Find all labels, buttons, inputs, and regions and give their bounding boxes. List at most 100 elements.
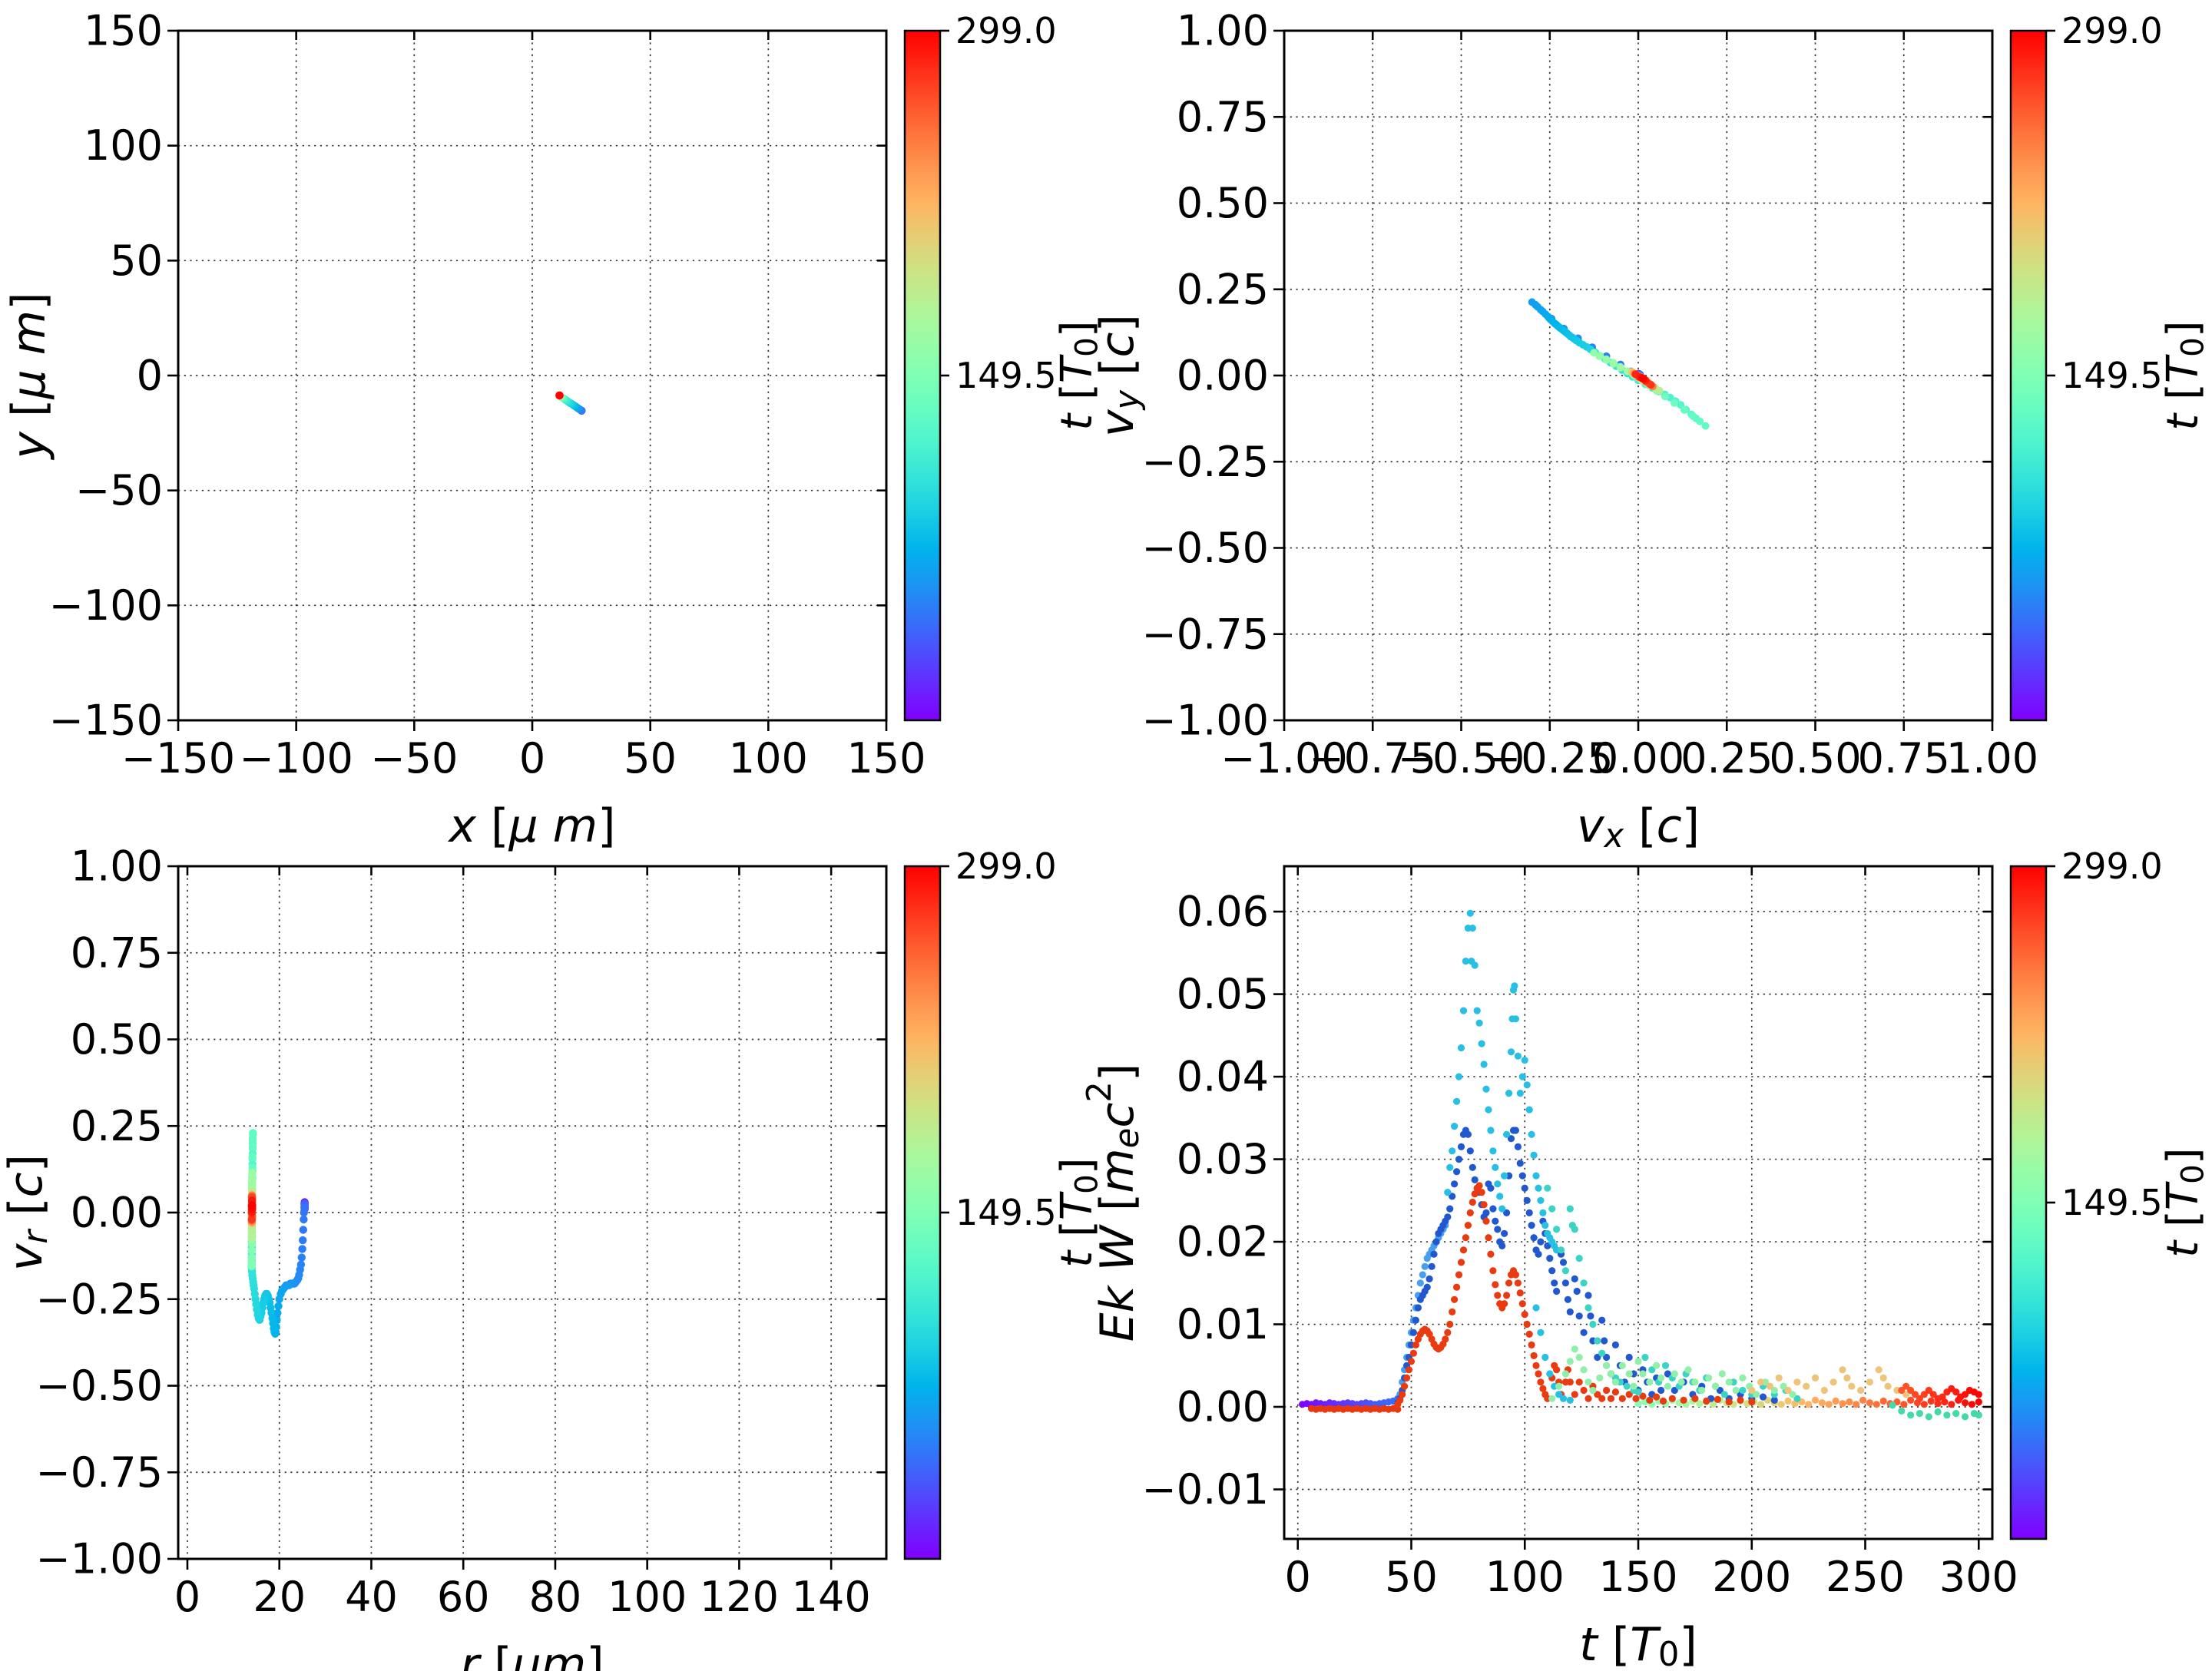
series-cyan-series — [1444, 909, 1574, 1404]
x-tick-labels-rvr: 0 20 40 60 80 100 120 140 — [174, 1573, 871, 1621]
tick-marks-vxvy — [1273, 29, 1994, 731]
series-end-red-wave — [1898, 1382, 1982, 1402]
svg-text:0.75: 0.75 — [71, 928, 163, 977]
svg-text:−1.00: −1.00 — [36, 1535, 163, 1583]
svg-text:140: 140 — [792, 1573, 871, 1621]
svg-text:0: 0 — [1285, 1553, 1311, 1601]
y-tick-labels-ekw: −0.01 0.00 0.01 0.02 0.03 0.04 0.05 0.06 — [1142, 888, 1269, 1514]
svg-text:0.02: 0.02 — [1177, 1218, 1269, 1266]
plot-frame-ekw — [1283, 865, 1994, 1540]
svg-text:299.0: 299.0 — [2061, 10, 2163, 51]
svg-text:120: 120 — [700, 1573, 779, 1621]
svg-text:−50: −50 — [370, 734, 458, 783]
colorbar-label-ekw: t [T0] — [2158, 1147, 2210, 1257]
svg-text:−0.01: −0.01 — [1142, 1465, 1269, 1514]
colorbar-label-xy: t [T0] — [1052, 320, 1104, 430]
x-axis-label-ekw: t [T0] — [1579, 1618, 1697, 1671]
y-tick-labels-xy: −150 −100 −50 0 50 100 150 — [49, 7, 163, 745]
svg-text:0.05: 0.05 — [1177, 970, 1269, 1018]
panel-xy: −150 −100 −50 0 50 100 150−150−100−50050100150… — [2, 7, 1104, 854]
tick-marks-rvr — [167, 865, 886, 1570]
svg-text:0.25: 0.25 — [1681, 734, 1773, 783]
x-tick-labels-ekw: 0 50 100 150 200 250 300 — [1285, 1553, 2018, 1601]
svg-text:−1.00: −1.00 — [1142, 697, 1269, 745]
svg-text:100: 100 — [608, 1573, 687, 1621]
scatter-points-ekw — [1299, 909, 1982, 1421]
svg-text:0.50: 0.50 — [1769, 734, 1861, 783]
svg-text:50: 50 — [110, 237, 163, 285]
svg-text:0: 0 — [519, 734, 545, 783]
series-red-series — [1394, 1182, 1756, 1408]
svg-text:−0.50: −0.50 — [1398, 734, 1525, 783]
colorbar-rvr — [903, 865, 942, 1560]
panel-ekw: 0 50 100 150 200 250 300 −0.01 0.00 0.01 0.02 0.03 0… — [1081, 845, 2210, 1671]
series-end-green-wave — [1889, 1401, 1982, 1421]
svg-text:250: 250 — [1826, 1553, 1905, 1601]
x-axis-label-rvr: r [μm] — [460, 1638, 604, 1671]
svg-text:0.25: 0.25 — [1177, 265, 1269, 313]
series-green-series — [1548, 1345, 1796, 1402]
series-particle-trajectory-rvr — [247, 1129, 310, 1338]
svg-text:0.00: 0.00 — [1177, 1383, 1269, 1431]
svg-text:−100: −100 — [49, 581, 163, 630]
tick-marks-xy — [167, 29, 888, 731]
panel-rvr: 0 20 40 60 80 100 120 140 1.00 0.75 0.50 0.25 0.00 −0… — [0, 842, 1104, 1671]
svg-text:0.50: 0.50 — [1177, 179, 1269, 227]
svg-text:−0.25: −0.25 — [36, 1275, 163, 1323]
panel-vxvy: −1.00−0.75−0.50−0.250.000.250.500.751.00… — [1091, 7, 2210, 856]
svg-text:1.00: 1.00 — [1177, 7, 1269, 55]
svg-text:−1.00: −1.00 — [1220, 734, 1347, 783]
svg-text:0.06: 0.06 — [1177, 888, 1269, 936]
svg-text:299.0: 299.0 — [2061, 845, 2163, 887]
x-axis-label-vxvy: vx [c] — [1577, 799, 1700, 855]
scatter-points-rvr — [247, 1129, 310, 1338]
x-tick-labels-vxvy: −1.00−0.75−0.50−0.250.000.250.500.751.00 — [1220, 734, 2038, 783]
gridlines-ekw — [1284, 866, 1992, 1539]
svg-text:200: 200 — [1712, 1553, 1791, 1601]
gridlines-vxvy — [1284, 31, 1992, 720]
svg-text:−100: −100 — [240, 734, 353, 783]
svg-text:−0.25: −0.25 — [1486, 734, 1613, 783]
colorbar-ticks-rvr: 299.0 149.5 — [940, 845, 1057, 1233]
svg-text:80: 80 — [529, 1573, 582, 1621]
series-tan-series — [1748, 1366, 1910, 1398]
series-particle-trajectory-vxvy — [1528, 298, 1710, 430]
scatter-points-xy — [555, 391, 586, 415]
y-axis-label-ekw: Ek W [mec2] — [1081, 1064, 1147, 1342]
svg-text:20: 20 — [253, 1573, 306, 1621]
colorbar-vxvy — [2009, 29, 2048, 722]
svg-text:0.75: 0.75 — [1177, 93, 1269, 141]
svg-text:0.03: 0.03 — [1177, 1135, 1269, 1183]
svg-text:−50: −50 — [75, 466, 163, 515]
svg-text:149.5: 149.5 — [2061, 1182, 2163, 1223]
svg-text:0.00: 0.00 — [1592, 734, 1684, 783]
svg-text:50: 50 — [1385, 1553, 1438, 1601]
scatter-points-vxvy — [1528, 298, 1710, 430]
plot-frame-vxvy — [1283, 29, 1994, 722]
series-lightblue-series — [1396, 1222, 1449, 1398]
colorbar-label-rvr: t [T0] — [1052, 1157, 1104, 1267]
colorbar-ticks-vxvy: 299.0 149.5 — [2046, 10, 2163, 396]
y-tick-labels-rvr: 1.00 0.75 0.50 0.25 0.00 −0.25 −0.50 −0.75 −1.00 — [36, 842, 163, 1583]
svg-text:−0.25: −0.25 — [1142, 438, 1269, 486]
y-axis-label-xy: y [μ m] — [2, 292, 56, 460]
svg-text:150: 150 — [1598, 1553, 1677, 1601]
svg-text:−0.75: −0.75 — [1310, 734, 1436, 783]
svg-text:300: 300 — [1939, 1553, 2018, 1601]
svg-text:40: 40 — [345, 1573, 398, 1621]
gridlines-rvr — [178, 866, 886, 1559]
svg-text:−0.75: −0.75 — [36, 1448, 163, 1497]
svg-text:60: 60 — [437, 1573, 490, 1621]
tick-marks-ekw — [1273, 866, 1992, 1550]
x-axis-label-xy: x [μ m] — [447, 799, 615, 853]
x-tick-labels-xy: −150 −100 −50 0 50 100 150 — [121, 734, 926, 783]
y-axis-label-rvr: vr [c] — [0, 1154, 55, 1271]
colorbar-ekw — [2009, 865, 2048, 1540]
colorbar-ticks-ekw: 299.0 149.5 — [2046, 845, 2163, 1223]
y-tick-labels-vxvy: 1.00 0.75 0.50 0.25 0.00 −0.25 −0.50 −0.75 −1.00 — [1142, 7, 1269, 745]
svg-text:1.00: 1.00 — [1946, 734, 2038, 783]
svg-text:0.00: 0.00 — [1177, 352, 1269, 400]
colorbar-xy — [903, 29, 942, 722]
svg-text:299.0: 299.0 — [955, 845, 1057, 887]
